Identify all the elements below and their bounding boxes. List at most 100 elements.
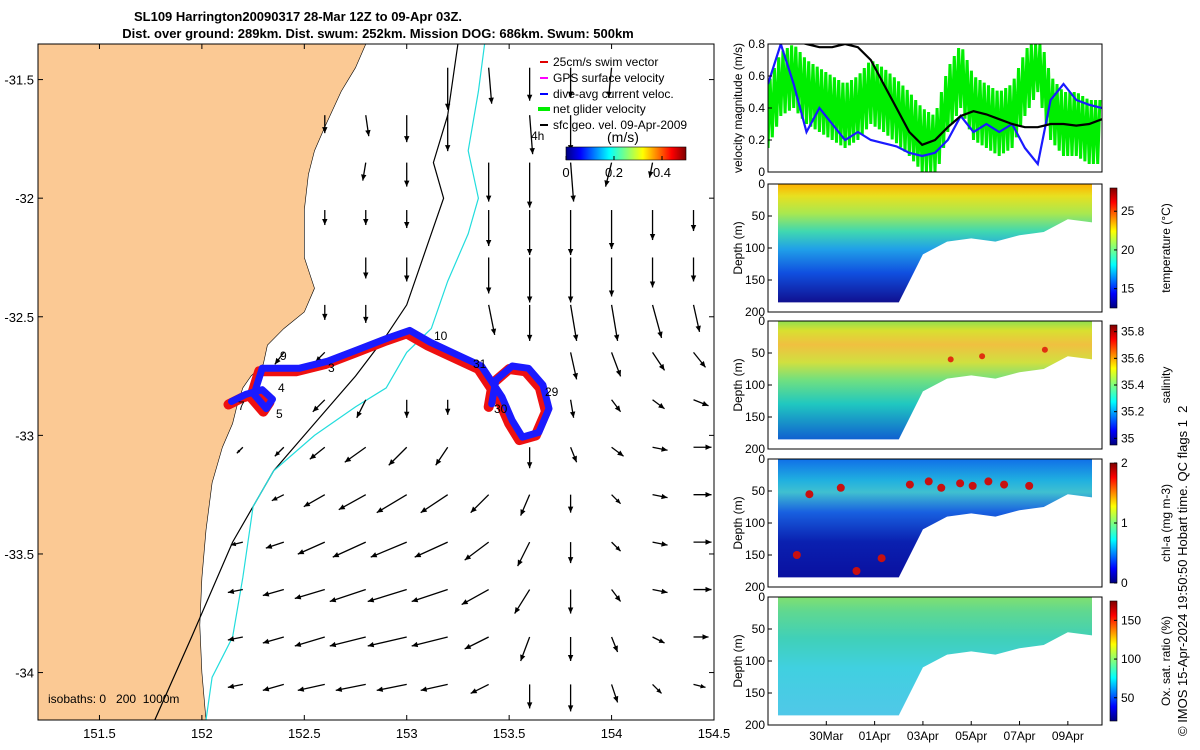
- current-vector-arrow: [404, 162, 410, 187]
- salinity-y-tick-label: 100: [745, 378, 765, 392]
- current-vector-arrow: [526, 67, 533, 101]
- current-vector-arrow: [404, 210, 410, 229]
- velocity-y-tick-label: 0.8: [748, 37, 765, 51]
- temperature-y-tick-label: 50: [752, 209, 766, 223]
- salinity-high-marker: [947, 356, 954, 363]
- track-label: 9: [280, 349, 287, 363]
- oxygen-section-panel: 0 50 100 150 200 Depth (m) 50 100 150 Ox. sat. ra…: [731, 590, 1173, 732]
- current-vector-arrow: [570, 446, 578, 463]
- map-x-tick-label: 154: [601, 726, 623, 741]
- current-vector-arrow: [528, 115, 535, 155]
- map-x-tick-label: 152.5: [288, 726, 321, 741]
- current-vector-arrow: [693, 491, 712, 498]
- current-vector-arrow: [567, 636, 574, 661]
- current-vector-arrow: [464, 636, 489, 650]
- current-vector-arrow: [567, 494, 574, 513]
- current-vector-arrow: [297, 683, 325, 692]
- current-vector-arrow: [420, 683, 448, 692]
- chla-high-marker: [968, 481, 977, 490]
- current-vector-arrow: [611, 541, 622, 552]
- track-label: 3: [328, 361, 335, 375]
- current-vector-arrow: [526, 257, 533, 303]
- velocity-y-ticks: 0 0.2 0.4 0.6 0.8: [748, 37, 772, 179]
- current-vector-arrow: [404, 257, 410, 282]
- current-vector-arrow: [520, 636, 531, 662]
- map-y-tick-label: -33.5: [4, 547, 34, 562]
- chla-high-marker: [805, 490, 814, 499]
- current-vector-arrow: [404, 115, 410, 143]
- section-x-tick-label: 09Apr: [1052, 729, 1084, 743]
- map-panel: 151.5 152 152.5 153 153.5 154 154.5 -31.5-32-3…: [4, 43, 731, 741]
- current-vector-arrow: [567, 210, 574, 256]
- current-vector-arrow: [262, 588, 284, 597]
- oxygen-y-tick-label: 0: [758, 590, 765, 604]
- salinity-high-marker: [979, 353, 986, 360]
- current-vector-arrow: [611, 446, 624, 457]
- section-x-axis: 30Mar 01Apr 03Apr 05Apr 07Apr 09Apr: [809, 721, 1084, 743]
- current-vector-arrow: [569, 399, 576, 418]
- temperature-section-panel: 0 50 100 150 200 Depth (m) 15 20 25 temperature (…: [731, 177, 1173, 319]
- oxygen-y-tick-label: 150: [745, 686, 765, 700]
- chla-y-tick-label: 200: [745, 580, 765, 594]
- current-vector-arrow: [404, 399, 410, 418]
- salinity-colorbar-label: salinity: [1159, 367, 1173, 404]
- current-vector-arrow: [610, 352, 622, 377]
- current-vector-arrow: [294, 588, 325, 600]
- section-x-tick-label: 03Apr: [907, 729, 939, 743]
- current-vector-arrow: [693, 399, 709, 407]
- current-vector-arrow: [652, 541, 668, 547]
- current-vector-arrow: [652, 588, 668, 595]
- current-vector-arrow: [693, 539, 712, 545]
- temperature-colorbar-tick-label: 15: [1121, 282, 1135, 296]
- footer-timestamp: © IMOS 15-Apr-2024 19:50:50 Hobart time.…: [1175, 406, 1190, 736]
- current-vector-arrow: [470, 494, 490, 514]
- current-vector-arrow: [329, 588, 366, 603]
- oxygen-colorbar-tick-label: 100: [1121, 652, 1141, 666]
- current-vector-arrow: [567, 542, 574, 564]
- current-vector-arrow: [435, 446, 449, 466]
- current-vector-arrow: [693, 444, 712, 450]
- legend-gps-velocity: GPS surface velocity: [553, 71, 664, 85]
- glider-track-swim-vectors: [223, 328, 551, 446]
- current-vector-arrow: [693, 683, 706, 689]
- current-vector-arrow: [569, 162, 576, 202]
- chla-high-marker: [792, 551, 801, 559]
- map-y-tick-label: -32: [15, 191, 34, 206]
- salinity-colorbar-tick-label: 35.6: [1121, 351, 1145, 365]
- salinity-y-tick-label: 50: [752, 346, 766, 360]
- salinity-y-tick-label: 150: [745, 410, 765, 424]
- current-vector-arrow: [526, 304, 533, 341]
- current-vector-arrow: [604, 162, 613, 187]
- current-vector-arrow: [227, 683, 243, 689]
- map-x-tick-label: 154.5: [698, 726, 731, 741]
- oxygen-y-tick-label: 100: [745, 654, 765, 668]
- legend-sfc-geo: sfc geo. vel. 09-Apr-2009: [553, 118, 687, 132]
- current-vector-arrow: [470, 683, 489, 695]
- current-vector-arrow: [606, 67, 613, 98]
- velocity-y-tick-label: 0: [758, 165, 765, 179]
- current-vector-arrow: [610, 636, 619, 653]
- current-vector-arrow: [567, 67, 574, 98]
- current-vector-arrow: [444, 399, 451, 415]
- current-vector-arrow: [312, 399, 326, 413]
- temperature-section-field: [778, 184, 1092, 303]
- current-vector-arrow: [262, 683, 284, 692]
- temperature-colorbar-label: temperature (°C): [1159, 203, 1173, 293]
- velocity-y-tick-label: 0.4: [748, 101, 765, 115]
- chla-high-marker: [905, 480, 914, 489]
- current-vector-arrow: [274, 351, 285, 365]
- speed-colorbar: [565, 146, 687, 161]
- chla-y-tick-label: 0: [758, 452, 765, 466]
- current-vector-arrow: [610, 304, 620, 342]
- colorbar-corner-label: 4h: [531, 129, 544, 143]
- speed-colorbar-tick-label: 0.4: [653, 165, 671, 180]
- current-vector-arrow: [309, 446, 326, 460]
- current-vector-arrow: [464, 541, 490, 561]
- map-y-tick-label: -34: [15, 666, 34, 681]
- current-vector-arrow: [693, 586, 712, 593]
- oxygen-colorbar-tick-label: 150: [1121, 613, 1141, 627]
- surface-geo-velocity-line: [801, 44, 1102, 147]
- current-vector-arrow: [297, 541, 326, 555]
- chla-high-marker: [836, 483, 845, 492]
- current-vector-arrow: [227, 636, 243, 642]
